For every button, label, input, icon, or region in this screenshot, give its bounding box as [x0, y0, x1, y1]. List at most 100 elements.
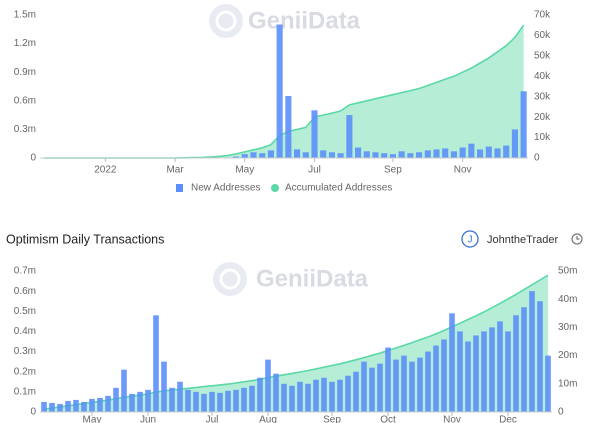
bar: [297, 381, 303, 412]
bar: [511, 129, 518, 158]
y-tick-label: 0.3m: [14, 124, 36, 135]
bar: [321, 377, 327, 412]
x-tick-label: May: [83, 415, 102, 423]
bar: [281, 383, 287, 412]
author-initial: J: [468, 235, 473, 246]
bar: [193, 391, 199, 412]
charts: 0 0.3m 0.6m 0.9m 1.2m 1.5m 0 10k 20k 30k 40k 50k 60k…: [14, 10, 578, 423]
bar: [465, 341, 471, 412]
chart-title: Optimism Daily Transactions: [6, 232, 164, 246]
bar: [494, 148, 501, 158]
bar: [457, 331, 463, 412]
y-tick-label: 0.5m: [14, 306, 36, 317]
x-tick-label: Nov: [454, 165, 472, 176]
bar: [177, 381, 183, 412]
bar: [145, 389, 151, 412]
bar: [369, 367, 375, 412]
area-fill: [44, 275, 548, 412]
bar: [521, 307, 527, 412]
author-name[interactable]: JohntheTrader: [487, 234, 558, 246]
y2-tick-label: 70k: [534, 10, 551, 21]
bar: [273, 373, 279, 412]
bar: [433, 149, 440, 158]
bar: [529, 291, 535, 412]
bar: [285, 96, 292, 158]
bar: [305, 383, 311, 412]
bar: [372, 152, 379, 158]
x-tick-label: Aug: [259, 415, 277, 423]
y-tick-label: 0.6m: [14, 95, 36, 106]
bar: [153, 315, 159, 412]
bar: [473, 335, 479, 412]
bar: [81, 401, 87, 412]
y-tick-label: 0: [30, 407, 36, 418]
x-tick-label: Jul: [308, 165, 321, 176]
bar: [65, 400, 71, 412]
bar: [468, 143, 475, 158]
legend-label[interactable]: New Addresses: [191, 183, 260, 194]
bar: [201, 393, 207, 412]
bar: [267, 150, 274, 158]
bar: [49, 402, 55, 412]
bar: [477, 149, 484, 158]
bar: [416, 152, 423, 158]
bar: [276, 24, 283, 159]
area-fill: [44, 25, 524, 159]
bar: [41, 401, 47, 412]
x-tick-label: May: [235, 165, 254, 176]
bar: [257, 377, 263, 412]
y2-tick-label: 30k: [534, 91, 551, 102]
bar: [337, 379, 343, 412]
y-tick-label: 0.2m: [14, 366, 36, 377]
bar: [346, 115, 353, 158]
chart: 0 0.1m 0.2m 0.3m 0.4m 0.5m 0.6m 0.7m 0 10m 20m 30m 4…: [14, 266, 578, 423]
author-avatar[interactable]: [461, 230, 479, 248]
y-tick-label: 1.5m: [14, 10, 36, 21]
y2-tick-label: 10m: [558, 378, 577, 389]
x-tick-label: Sep: [384, 165, 402, 176]
bar: [249, 385, 255, 412]
y2-tick-label: 0: [558, 407, 564, 418]
bar: [73, 399, 79, 412]
bar: [105, 395, 111, 412]
bar: [161, 361, 167, 412]
y2-tick-label: 20k: [534, 112, 551, 123]
bar: [169, 387, 175, 412]
bar: [389, 154, 396, 158]
bar: [113, 387, 119, 412]
bar: [442, 148, 449, 158]
bar: [401, 355, 407, 412]
x-tick-label: Nov: [443, 415, 461, 423]
bar: [545, 355, 551, 412]
x-tick-label: Jul: [206, 415, 219, 423]
bar: [259, 153, 266, 158]
bar: [137, 391, 143, 412]
bar: [393, 359, 399, 412]
bar: [385, 347, 391, 412]
bar: [233, 389, 239, 412]
clock-icon[interactable]: [571, 233, 583, 245]
bar: [407, 153, 414, 158]
bar: [503, 145, 510, 158]
area-line: [43, 274, 549, 410]
bar: [505, 331, 511, 412]
y2-tick-label: 60k: [534, 30, 551, 41]
bar: [328, 152, 335, 158]
bar: [265, 359, 271, 412]
bar: [485, 146, 492, 158]
bar: [425, 351, 431, 412]
bar: [449, 313, 455, 412]
y2-tick-label: 20m: [558, 350, 577, 361]
bar: [217, 392, 223, 412]
bar: [289, 385, 295, 412]
y-tick-label: 0.6m: [14, 286, 36, 297]
bar: [417, 357, 423, 412]
x-tick-label: 2022: [94, 165, 117, 176]
x-tick-label: Oct: [380, 415, 396, 423]
legend-label[interactable]: Accumulated Addresses: [285, 183, 392, 194]
bar: [320, 150, 327, 158]
y-tick-label: 1.2m: [14, 38, 36, 49]
bar: [294, 149, 301, 158]
